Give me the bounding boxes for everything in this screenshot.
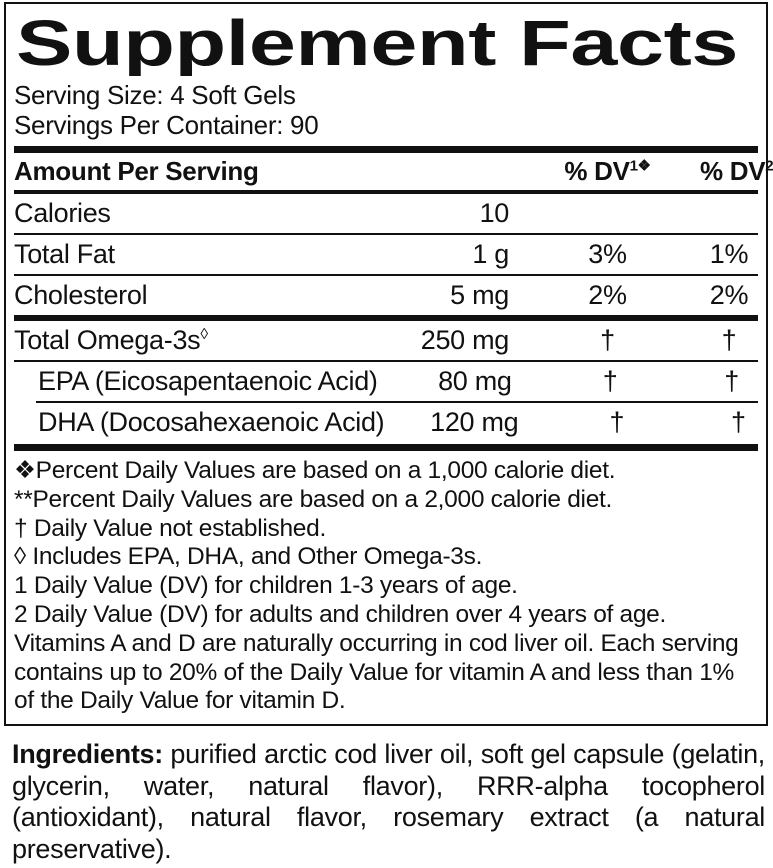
nutrient-dv2: 1% (709, 239, 749, 269)
nutrient-name: Cholesterol (14, 280, 148, 310)
nutrient-dv2: † (731, 407, 746, 437)
serving-info: Serving Size: 4 Soft Gels Servings Per C… (14, 80, 758, 140)
nutrient-dv1: † (600, 325, 615, 355)
nutrient-dv2: † (721, 325, 737, 355)
servings-per-container: Servings Per Container: 90 (14, 110, 319, 140)
nutrient-amount: 10 (479, 198, 510, 228)
table-row-cholesterol: Cholesterol 5 mg 2% 2% (14, 276, 758, 315)
divider-thick-middle (14, 315, 758, 321)
divider-thin (14, 233, 758, 235)
nutrient-dv2: † (724, 366, 739, 396)
supplement-facts-panel: Supplement Facts Serving Size: 4 Soft Ge… (4, 2, 773, 727)
footnote-dv1-diet: ❖Percent Daily Values are based on a 1,0… (14, 457, 616, 484)
nutrient-dv1: † (609, 407, 625, 437)
nutrient-name: EPA (Eicosapentaenoic Acid) (38, 366, 378, 396)
nutrient-amount: 5 mg (450, 280, 509, 310)
header-dv1: % DV1❖ (564, 156, 651, 186)
nutrient-name: Total Fat (14, 239, 115, 269)
footnote-dv2-diet: **Percent Daily Values are based on a 2,… (14, 485, 613, 513)
footnote-dv-children: 1 Daily Value (DV) for children 1-3 year… (14, 572, 518, 600)
table-row-dha: DHA (Docosahexaenoic Acid) 120 mg † † (14, 403, 758, 442)
serving-size: Serving Size: 4 Soft Gels (14, 80, 296, 110)
nutrient-dv1: † (602, 366, 618, 396)
table-row-total-omega3s: Total Omega-3s◊ 250 mg † † (14, 321, 758, 360)
lozenge-symbol: ◊ (200, 326, 208, 343)
table-row-calories: Calories 10 (14, 194, 758, 233)
nutrient-dv1: 2% (588, 280, 627, 310)
ingredients-text: purified arctic cod liver oil, soft gel … (12, 739, 765, 864)
nutrient-dv2: 2% (709, 280, 749, 310)
header-dv2: % DV2** (700, 156, 773, 187)
nutrient-amount: 80 mg (438, 366, 512, 396)
divider-header (14, 190, 758, 194)
footnote-vitamins: Vitamins A and D are naturally occurring… (14, 629, 739, 715)
nutrient-amount: 120 mg (430, 407, 519, 437)
divider-thick-top (14, 146, 758, 153)
footnote-lozenge: ◊ Includes EPA, DHA, and Other Omega-3s. (14, 543, 483, 571)
panel-title: Supplement Facts (16, 12, 738, 76)
panel-title-graphic: Supplement Facts (16, 12, 738, 76)
ingredients-label: Ingredients: (12, 739, 163, 770)
table-row-epa: EPA (Eicosapentaenoic Acid) 80 mg † † (14, 362, 758, 401)
nutrient-amount: 1 g (472, 239, 509, 269)
header-dv2-superscript: 2** (765, 157, 773, 175)
table-row-total-fat: Total Fat 1 g 3% 1% (14, 235, 758, 274)
nutrient-name: DHA (Docosahexaenoic Acid) (38, 407, 385, 437)
header-dv1-superscript: 1❖ (629, 157, 651, 175)
footnote-dagger: † Daily Value not established. (14, 514, 326, 542)
nutrient-amount: 250 mg (420, 325, 510, 355)
nutrient-dv1: 3% (588, 239, 627, 269)
divider-thin (14, 274, 758, 276)
ingredients-paragraph: Ingredients: purified arctic cod liver o… (12, 739, 765, 865)
footnote-dv-adults: 2 Daily Value (DV) for adults and childr… (14, 600, 667, 628)
divider-thin (14, 360, 758, 362)
divider-thick-bottom (14, 444, 758, 451)
table-header-row: Amount Per Serving % DV1❖ % DV2** (14, 153, 773, 190)
footnotes-block: ❖Percent Daily Values are based on a 1,0… (14, 457, 758, 716)
nutrient-name: Total Omega-3s◊ (14, 325, 208, 355)
divider-thin-indented (36, 401, 758, 403)
header-amount-per-serving: Amount Per Serving (14, 156, 259, 186)
nutrient-name: Calories (14, 198, 111, 228)
